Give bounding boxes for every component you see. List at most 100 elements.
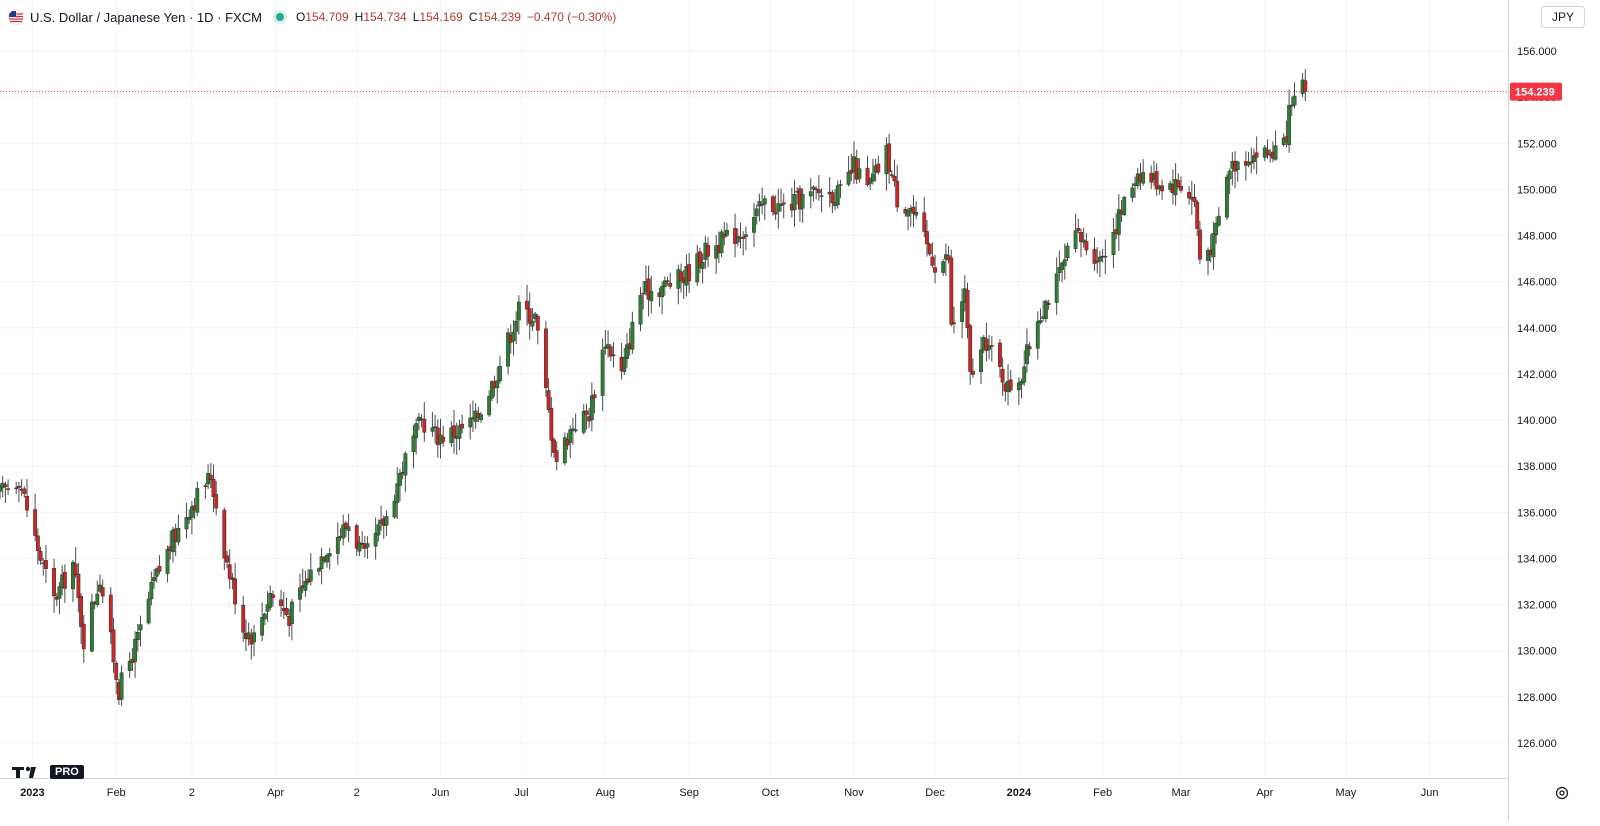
candle — [660, 281, 665, 315]
candle-body — [422, 418, 427, 433]
candle — [700, 253, 705, 284]
candle-body — [489, 381, 494, 399]
candle — [952, 306, 956, 334]
candle — [1008, 369, 1013, 393]
candle-body — [876, 163, 881, 173]
candle-body — [608, 346, 613, 357]
candle-body — [1008, 379, 1013, 391]
candle-body — [779, 204, 783, 206]
candle — [930, 242, 935, 268]
candle — [376, 519, 381, 542]
chart-settings-button[interactable] — [1551, 782, 1573, 804]
candle — [211, 464, 216, 513]
y-tick-label: 128.000 — [1517, 692, 1557, 704]
candle — [987, 335, 992, 360]
candle — [344, 520, 348, 537]
candle — [914, 201, 919, 220]
candle — [265, 591, 270, 622]
candle — [319, 547, 324, 585]
candle — [354, 523, 359, 557]
tradingview-logo[interactable]: PRO — [12, 765, 84, 779]
candle-body — [527, 308, 532, 324]
candle-body — [225, 555, 229, 563]
candle-body — [1249, 161, 1254, 164]
candle — [1176, 173, 1181, 189]
candle-body — [552, 439, 556, 453]
candle-body — [1173, 179, 1178, 196]
candle-body — [187, 517, 192, 520]
symbol-legend: U.S. Dollar / Japanese Yen · 1D · FXCM O… — [8, 8, 616, 26]
candle-body — [989, 345, 994, 347]
candle-body — [606, 344, 610, 349]
candle — [584, 403, 589, 430]
candle-body — [357, 542, 362, 552]
candle — [857, 158, 862, 183]
candle-body — [1073, 230, 1078, 249]
gear-icon — [1555, 786, 1569, 800]
candle — [38, 546, 43, 565]
symbol-title[interactable]: U.S. Dollar / Japanese Yen · 1D · FXCM — [30, 9, 262, 25]
candle-body — [430, 427, 435, 432]
candle — [687, 253, 692, 293]
candle-body — [589, 395, 594, 421]
candle — [395, 467, 400, 520]
candle — [1273, 130, 1278, 161]
candle-body — [260, 617, 265, 636]
candle — [965, 282, 970, 339]
candle — [222, 507, 227, 571]
candle — [1214, 216, 1219, 244]
candle-body — [889, 174, 894, 176]
candle-body — [622, 357, 627, 372]
candle — [392, 494, 397, 519]
currency-selector-button[interactable]: JPY — [1541, 6, 1585, 28]
ohlc-change: −0.470 (−0.30%) — [526, 10, 617, 24]
candle — [906, 207, 910, 231]
candle — [911, 195, 916, 228]
y-tick-label: 148.000 — [1517, 231, 1557, 243]
candle — [252, 625, 256, 657]
candle — [889, 169, 894, 179]
candle-body — [157, 565, 162, 572]
last-price-tag — [1510, 82, 1562, 101]
candle — [719, 229, 724, 258]
candle-body — [303, 580, 308, 591]
candle — [1303, 69, 1308, 102]
y-tick-label: 142.000 — [1517, 369, 1557, 381]
candle-body — [108, 594, 113, 633]
candle-body — [544, 328, 548, 388]
candle-body — [395, 483, 400, 504]
candle — [133, 631, 138, 678]
candle — [468, 404, 473, 440]
x-tick-label: 2 — [354, 787, 360, 799]
candle — [227, 549, 232, 589]
candle-body — [89, 601, 94, 652]
candle — [679, 263, 683, 293]
candle-body — [271, 594, 275, 598]
candle — [1173, 163, 1178, 206]
candle — [279, 589, 283, 617]
candle — [927, 242, 932, 257]
candle-body — [1019, 381, 1024, 385]
candle — [933, 254, 937, 284]
candle — [722, 222, 727, 246]
candle-body — [1187, 191, 1192, 199]
candle-body — [584, 410, 589, 415]
candle — [816, 174, 821, 201]
candle-body — [1225, 176, 1229, 218]
candle — [949, 249, 954, 327]
candle-body — [914, 212, 919, 216]
candle-body — [327, 553, 332, 557]
candle — [479, 411, 483, 423]
candle — [854, 149, 859, 184]
x-tick-label: Mar — [1172, 787, 1191, 799]
candle-body — [800, 194, 805, 209]
candle — [76, 563, 81, 613]
x-tick-label: Nov — [844, 787, 864, 799]
candle — [187, 509, 192, 524]
candle-body — [1098, 256, 1102, 262]
candle-body — [1081, 239, 1086, 243]
candle — [638, 287, 643, 332]
y-tick-label: 146.000 — [1517, 277, 1557, 289]
